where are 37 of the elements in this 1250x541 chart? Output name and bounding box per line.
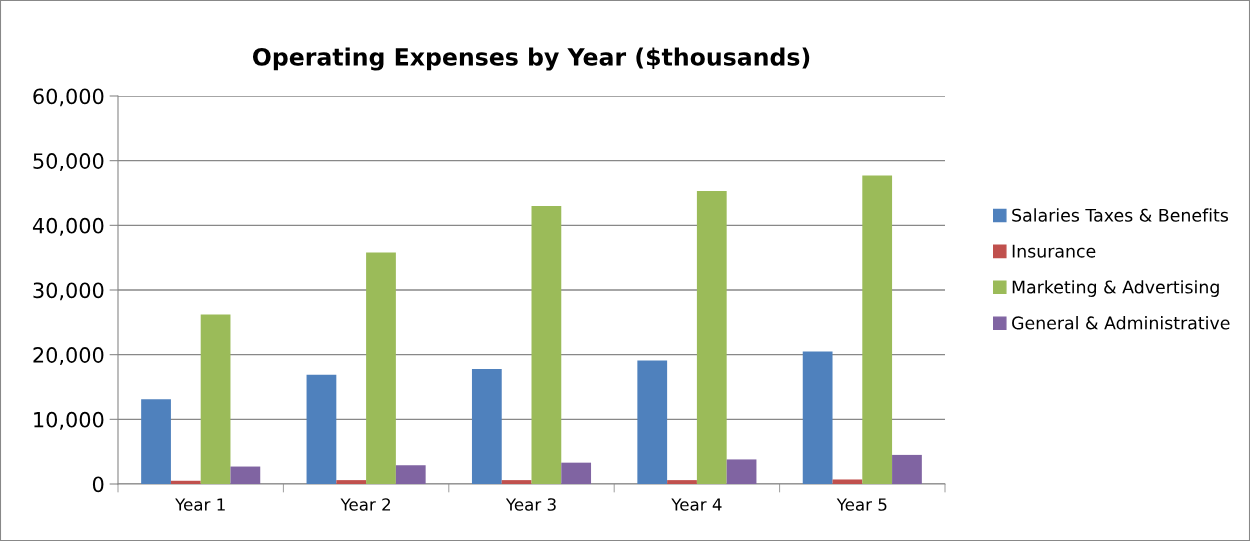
x-tick-label: Year 5 xyxy=(836,498,887,511)
bar xyxy=(832,479,863,484)
x-tick-label: Year 4 xyxy=(671,498,722,511)
y-tick-label: 60,000 xyxy=(33,88,104,107)
bar xyxy=(667,480,697,484)
y-tick-label: 20,000 xyxy=(33,347,104,365)
x-tick-label: Year 2 xyxy=(340,498,391,511)
y-tick-label: 40,000 xyxy=(32,217,104,236)
bar xyxy=(306,374,337,484)
bar xyxy=(471,368,502,484)
chart-title: Operating Expenses by Year ($thousands) xyxy=(252,47,810,71)
y-tick-label: 30,000 xyxy=(33,282,104,301)
bar xyxy=(230,466,261,484)
bar xyxy=(200,314,231,484)
x-tick-label: Year 1 xyxy=(175,498,225,511)
bar xyxy=(696,191,727,484)
y-tick-label: 50,000 xyxy=(33,153,104,171)
y-tick-label: 0 xyxy=(92,476,104,493)
bar xyxy=(170,480,201,484)
bar xyxy=(802,351,833,484)
legend-label: Marketing & Advertising xyxy=(1012,280,1219,297)
bar xyxy=(336,480,367,484)
x-tick-label: Year 3 xyxy=(505,498,556,511)
bar xyxy=(531,205,562,484)
bar xyxy=(726,459,757,484)
bar xyxy=(637,360,668,484)
legend-label: Salaries Taxes & Benefits xyxy=(1012,208,1229,222)
legend-label: General & Administrative xyxy=(1012,316,1230,330)
bar xyxy=(501,480,532,484)
y-tick-label: 10,000 xyxy=(34,411,104,430)
bar xyxy=(862,175,893,484)
bar xyxy=(892,454,922,484)
bar xyxy=(141,399,171,484)
legend-label: Insurance xyxy=(1012,244,1096,258)
bar xyxy=(366,252,396,484)
bar xyxy=(561,462,592,484)
bar xyxy=(395,465,426,484)
